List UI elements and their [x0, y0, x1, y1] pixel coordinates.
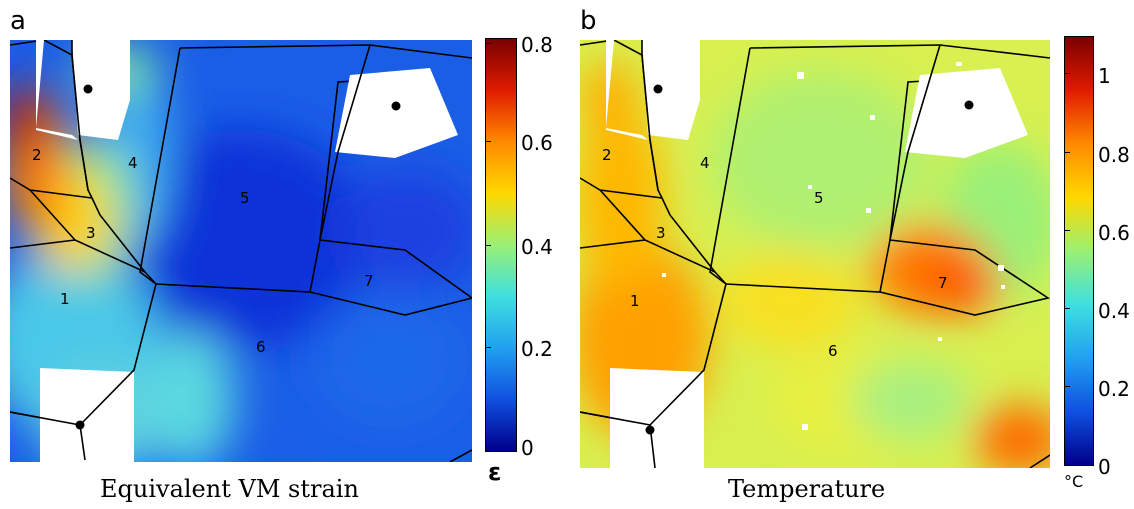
colorbar-unit: °C — [1064, 472, 1084, 491]
colorbar-tick: 0.4 — [1098, 299, 1130, 323]
marker-dot — [964, 100, 974, 110]
colorbar-tick: 0 — [521, 436, 534, 460]
colorbar-tick: 0.2 — [521, 337, 553, 361]
colorbar-tick: 1 — [1098, 64, 1111, 88]
grain-label-1: 1 — [60, 290, 70, 308]
strain-map: 1 2 3 4 5 6 7 — [10, 40, 472, 462]
masked-region — [905, 68, 1028, 158]
masked-region — [335, 68, 458, 158]
masked-region — [40, 368, 134, 462]
temperature-map: 1 2 3 4 5 6 7 — [580, 40, 1050, 468]
colorbar-tick: 0 — [1098, 455, 1111, 479]
colorbar-tick: 0.6 — [1098, 221, 1130, 245]
marker-dot — [645, 425, 655, 435]
panel-b-caption: Temperature — [728, 475, 886, 503]
panel-a-caption: Equivalent VM strain — [100, 475, 359, 503]
temperature-colorbar — [1064, 36, 1094, 466]
colorbar-tick: 0.4 — [521, 235, 553, 259]
marker-dot — [83, 84, 93, 94]
colorbar-tick: 0.8 — [521, 33, 553, 57]
grain-label-4: 4 — [128, 154, 138, 172]
grain-label-7: 7 — [938, 274, 948, 292]
grain-label-2: 2 — [602, 146, 612, 164]
grain-label-1: 1 — [630, 292, 640, 310]
colorbar-tick: 0.2 — [1098, 377, 1130, 401]
grain-label-4: 4 — [700, 154, 710, 172]
masked-region — [36, 40, 78, 140]
grain-label-5: 5 — [814, 189, 824, 207]
grain-label-7: 7 — [364, 272, 374, 290]
grain-label-3: 3 — [86, 224, 96, 242]
colorbar-tick: 0.6 — [521, 131, 553, 155]
marker-dot — [653, 84, 663, 94]
panel-b-letter: b — [580, 6, 597, 36]
masked-region — [606, 40, 648, 140]
marker-dot — [75, 420, 85, 430]
grain-label-2: 2 — [32, 146, 42, 164]
grain-label-5: 5 — [240, 189, 250, 207]
grain-label-6: 6 — [828, 342, 838, 360]
marker-dot — [391, 101, 401, 111]
panel-a-letter: a — [10, 6, 26, 36]
grain-label-6: 6 — [256, 338, 266, 356]
colorbar-unit: ε — [488, 458, 502, 486]
temperature-field — [580, 60, 1050, 468]
grain-label-3: 3 — [656, 224, 666, 242]
colorbar-tick: 0.8 — [1098, 143, 1130, 167]
